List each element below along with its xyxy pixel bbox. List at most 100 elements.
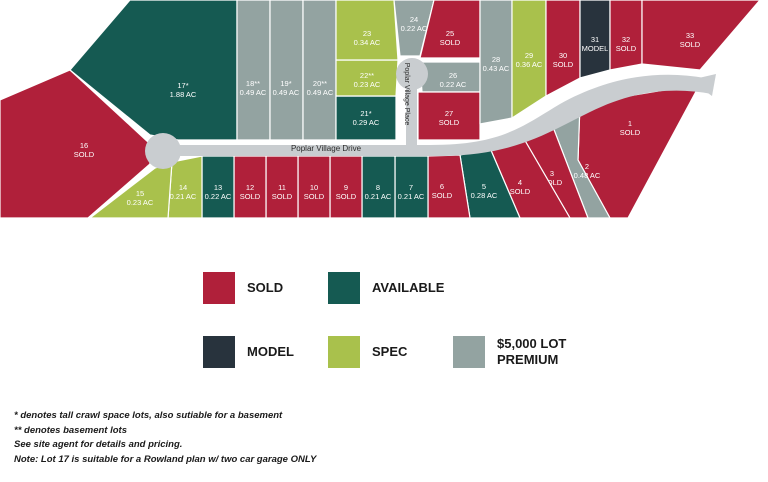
lot-detail: SOLD bbox=[74, 150, 95, 159]
legend-label-sold: SOLD bbox=[247, 280, 284, 295]
lot-detail: 0.43 AC bbox=[483, 64, 510, 73]
lot-shape[interactable] bbox=[545, 0, 581, 97]
poplar-village-drive-road bbox=[168, 74, 712, 156]
lot-detail: 0.22 AC bbox=[440, 80, 467, 89]
lot-number: 4 bbox=[518, 178, 522, 187]
lot-detail: SOLD bbox=[620, 128, 641, 137]
lot-23[interactable]: 230.34 AC bbox=[335, 0, 399, 61]
lot-detail: 1.88 AC bbox=[170, 90, 197, 99]
lot-number: 20** bbox=[313, 79, 327, 88]
lot-number: 14 bbox=[179, 183, 187, 192]
lot-number: 27 bbox=[445, 109, 453, 118]
lot-detail: 0.48 AC bbox=[574, 171, 601, 180]
lot-detail: 0.29 AC bbox=[353, 118, 380, 127]
lot-18[interactable]: 18**0.49 AC bbox=[236, 0, 271, 141]
lot-number: 2 bbox=[585, 162, 589, 171]
lot-detail: 0.49 AC bbox=[240, 88, 267, 97]
lot-detail: SOLD bbox=[240, 192, 261, 201]
west-cul-de-sac bbox=[145, 133, 181, 169]
lot-detail: MODEL bbox=[582, 44, 609, 53]
lot-number: 19* bbox=[280, 79, 291, 88]
lot-13[interactable]: 130.22 AC bbox=[201, 155, 235, 219]
lot-26[interactable]: 260.22 AC bbox=[419, 61, 481, 93]
legend-label-available: AVAILABLE bbox=[372, 280, 445, 295]
lot-number: 17* bbox=[177, 81, 188, 90]
lot-detail: 0.49 AC bbox=[273, 88, 300, 97]
footnote-tall-crawl: * denotes tall crawl space lots, also su… bbox=[14, 410, 283, 421]
footnote-site-agent: See site agent for details and pricing. bbox=[14, 439, 183, 450]
lot-number: 16 bbox=[80, 141, 88, 150]
lot-number: 30 bbox=[559, 51, 567, 60]
legend-premium: $5,000 LOT PREMIUM bbox=[453, 336, 587, 368]
street-label-drive: Poplar Village Drive bbox=[291, 144, 362, 153]
lot-20[interactable]: 20**0.49 AC bbox=[302, 0, 337, 141]
legend-label-spec: SPEC bbox=[372, 344, 408, 359]
lot-detail: 0.23 AC bbox=[127, 198, 154, 207]
legend-available: AVAILABLE bbox=[328, 272, 444, 304]
lot-shape[interactable] bbox=[417, 91, 481, 141]
lot-29[interactable]: 290.36 AC bbox=[511, 0, 547, 119]
lot-number: 33 bbox=[686, 31, 694, 40]
lot-21[interactable]: 21*0.29 AC bbox=[335, 95, 397, 141]
lot-detail: SOLD bbox=[439, 118, 460, 127]
lot-detail: SOLD bbox=[680, 40, 701, 49]
lot-number: 22** bbox=[360, 71, 374, 80]
lot-22[interactable]: 22**0.23 AC bbox=[335, 59, 399, 97]
lot-number: 11 bbox=[278, 183, 286, 192]
lot-number: 31 bbox=[591, 35, 599, 44]
lot-7[interactable]: 70.21 AC bbox=[394, 155, 429, 219]
lot-number: 5 bbox=[482, 182, 486, 191]
lot-detail: SOLD bbox=[553, 60, 574, 69]
lot-shape[interactable] bbox=[236, 0, 271, 141]
lot-detail: SOLD bbox=[440, 38, 461, 47]
lot-number: 26 bbox=[449, 71, 457, 80]
legend-swatch-available bbox=[328, 272, 360, 304]
lot-number: 15 bbox=[136, 189, 144, 198]
lot-detail: SOLD bbox=[510, 187, 531, 196]
lot-number: 8 bbox=[376, 183, 380, 192]
lot-19[interactable]: 19*0.49 AC bbox=[269, 0, 304, 141]
lot-shape[interactable] bbox=[641, 0, 761, 71]
poplar-village-place-road bbox=[406, 84, 417, 146]
legend-swatch-sold bbox=[203, 272, 235, 304]
lot-shape[interactable] bbox=[335, 0, 399, 61]
lot-detail: 0.28 AC bbox=[471, 191, 498, 200]
lot-detail: SOLD bbox=[616, 44, 637, 53]
road-east-tip bbox=[690, 74, 716, 96]
footnote-basement: ** denotes basement lots bbox=[14, 424, 127, 436]
legend-label-premium: $5,000 LOT PREMIUM bbox=[497, 336, 567, 367]
lot-number: 29 bbox=[525, 51, 533, 60]
lot-detail: 0.34 AC bbox=[354, 38, 381, 47]
legend-spec: SPEC bbox=[328, 336, 407, 368]
lot-detail: 0.22 AC bbox=[205, 192, 232, 201]
lot-detail: SOLD bbox=[336, 192, 357, 201]
lot-number: 9 bbox=[344, 183, 348, 192]
lot-detail: 0.22 AC bbox=[401, 24, 428, 33]
lot-8[interactable]: 80.21 AC bbox=[361, 155, 396, 219]
legend-sold: SOLD bbox=[203, 272, 283, 304]
lot-number: 13 bbox=[214, 183, 222, 192]
lot-28[interactable]: 280.43 AC bbox=[479, 0, 513, 125]
footnote-lot-17: Note: Lot 17 is suitable for a Rowland p… bbox=[14, 453, 317, 465]
footnotes: * denotes tall crawl space lots, also su… bbox=[14, 409, 316, 467]
lot-number: 24 bbox=[410, 15, 418, 24]
lot-detail: SOLD bbox=[272, 192, 293, 201]
lot-number: 3 bbox=[550, 169, 554, 178]
lot-number: 23 bbox=[363, 29, 371, 38]
lot-shape[interactable] bbox=[269, 0, 304, 141]
lot-number: 1 bbox=[628, 119, 632, 128]
north-cul-de-sac bbox=[396, 58, 428, 90]
lot-shape[interactable] bbox=[302, 0, 337, 141]
lot-number: 10 bbox=[310, 183, 318, 192]
